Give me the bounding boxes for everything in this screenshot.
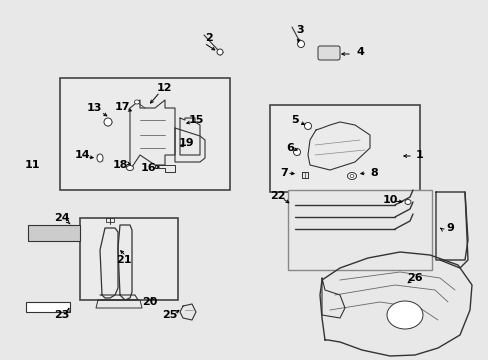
- Text: 23: 23: [54, 310, 70, 320]
- Text: 5: 5: [290, 115, 298, 125]
- Ellipse shape: [297, 40, 304, 48]
- Bar: [28, 225, 80, 241]
- Ellipse shape: [217, 49, 223, 55]
- Text: 9: 9: [445, 223, 453, 233]
- Bar: [60, 78, 229, 190]
- Bar: [26, 302, 70, 312]
- Bar: [80, 218, 178, 300]
- Text: 20: 20: [142, 297, 157, 307]
- Text: 2: 2: [204, 33, 212, 43]
- Text: 7: 7: [280, 168, 287, 178]
- Text: 8: 8: [369, 168, 377, 178]
- Text: 14: 14: [74, 150, 90, 160]
- Text: 6: 6: [285, 143, 293, 153]
- Bar: [269, 105, 419, 192]
- Text: 3: 3: [296, 25, 303, 35]
- Text: 12: 12: [156, 83, 171, 93]
- Text: 24: 24: [54, 213, 70, 223]
- Text: 13: 13: [86, 103, 102, 113]
- Ellipse shape: [386, 301, 422, 329]
- Text: 11: 11: [24, 160, 40, 170]
- FancyBboxPatch shape: [317, 46, 339, 60]
- Text: 25: 25: [162, 310, 177, 320]
- Bar: [287, 190, 431, 270]
- Text: 18: 18: [112, 160, 127, 170]
- Ellipse shape: [104, 118, 112, 126]
- Ellipse shape: [404, 199, 410, 204]
- Text: 22: 22: [270, 191, 285, 201]
- Text: 16: 16: [140, 163, 156, 173]
- Text: 1: 1: [415, 150, 423, 160]
- Text: 21: 21: [116, 255, 131, 265]
- Text: 26: 26: [407, 273, 422, 283]
- Ellipse shape: [304, 122, 311, 130]
- Ellipse shape: [134, 100, 139, 104]
- Text: 10: 10: [382, 195, 397, 205]
- Ellipse shape: [97, 154, 103, 162]
- Ellipse shape: [347, 172, 356, 180]
- Ellipse shape: [349, 175, 353, 177]
- Ellipse shape: [126, 166, 133, 171]
- Text: 19: 19: [178, 138, 193, 148]
- Text: 15: 15: [188, 115, 203, 125]
- Text: 17: 17: [114, 102, 129, 112]
- Text: 4: 4: [355, 47, 363, 57]
- Ellipse shape: [293, 148, 300, 156]
